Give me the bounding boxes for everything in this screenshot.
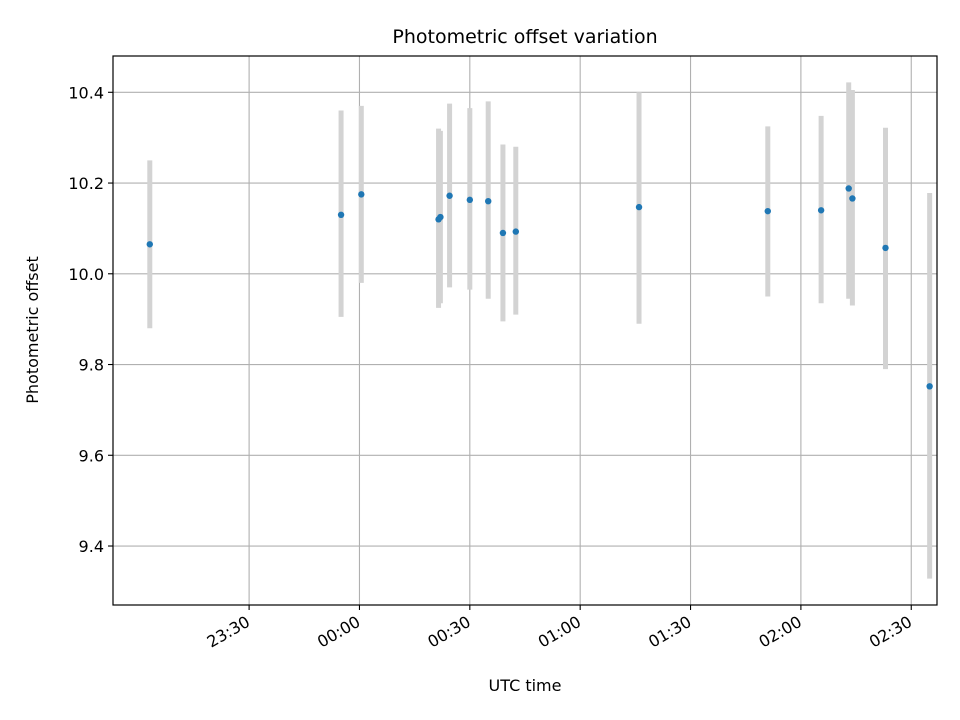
errorbars (147, 82, 933, 579)
data-point (485, 197, 492, 205)
data-point (499, 229, 507, 237)
data-point (437, 213, 444, 221)
y-tick-label: 9.4 (79, 537, 104, 556)
x-axis-label: UTC time (489, 676, 562, 695)
y-tick-label: 9.8 (79, 356, 104, 375)
grid (113, 56, 937, 605)
x-axis: 23:30 00:00 00:30 01:00 01:30 02:00 02:30 (204, 605, 915, 652)
data-point (512, 228, 520, 235)
y-tick-label: 10.4 (68, 83, 104, 102)
y-tick-label: 10.0 (68, 265, 104, 284)
x-tick-label: 23:30 (204, 612, 253, 652)
data-point (817, 207, 825, 214)
x-tick-label: 00:30 (424, 612, 473, 652)
data-point (466, 196, 474, 204)
data-point (635, 203, 643, 211)
x-tick-label: 00:00 (314, 612, 363, 652)
y-tick-label: 9.6 (79, 446, 104, 465)
data-point (337, 211, 345, 219)
y-axis-label: Photometric offset (23, 256, 42, 404)
x-tick-label: 01:00 (535, 612, 584, 652)
data-point (764, 207, 771, 215)
x-tick-label: 02:30 (866, 612, 915, 652)
y-tick-label: 10.2 (68, 174, 104, 193)
data-point (849, 195, 856, 202)
chart-title: Photometric offset variation (392, 26, 657, 48)
data-point (845, 185, 852, 192)
data-point (146, 241, 153, 248)
x-tick-label: 01:30 (645, 612, 694, 652)
data-point (926, 383, 933, 390)
plot-frame (112, 55, 938, 606)
data-point (446, 192, 453, 199)
data-point (882, 244, 889, 252)
y-axis: 9.4 9.6 9.8 10.0 10.2 10.4 (68, 83, 113, 556)
data-points (146, 185, 933, 390)
x-tick-label: 02:00 (755, 612, 804, 652)
data-point (358, 191, 365, 198)
